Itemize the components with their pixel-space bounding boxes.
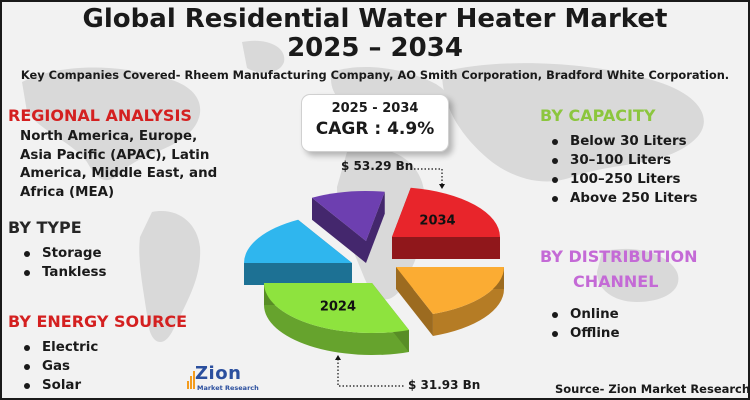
by-distribution-heading-line2: CHANNEL bbox=[573, 272, 659, 291]
regional-analysis-text: North America, Europe, Asia Pacific (APA… bbox=[20, 129, 218, 200]
list-item: Gas bbox=[20, 357, 98, 376]
list-item: Online bbox=[548, 305, 620, 324]
pie-slice-label: 2034 bbox=[419, 213, 455, 228]
list-item: Offline bbox=[548, 324, 620, 343]
leader-arrow-2024 bbox=[335, 355, 341, 360]
list-item: Below 30 Liters bbox=[548, 132, 697, 151]
pie-slice bbox=[312, 191, 385, 241]
list-item: Above 250 Liters bbox=[548, 189, 697, 208]
pie-slice-wall bbox=[264, 283, 409, 355]
by-capacity-list: Below 30 Liters 30–100 Liters 100–250 Li… bbox=[548, 132, 697, 208]
key-companies-subtitle: Key Companies Covered- Rheem Manufacturi… bbox=[20, 68, 730, 82]
pie-slice-label: 2024 bbox=[320, 300, 356, 315]
by-energy-source-list: Electric Gas Solar bbox=[20, 338, 98, 395]
chart-title-line2: 2025 – 2034 bbox=[287, 33, 463, 63]
by-type-heading: BY TYPE bbox=[8, 218, 82, 237]
list-item: Tankless bbox=[20, 263, 107, 282]
value-2034-label: $ 53.29 Bn bbox=[341, 159, 414, 173]
pie-slice-side bbox=[392, 237, 500, 259]
pie-slice bbox=[396, 267, 504, 314]
cagr-period: 2025 - 2034 bbox=[331, 101, 419, 116]
pie-slice-wall bbox=[432, 267, 504, 336]
leader-line-2024 bbox=[337, 359, 404, 387]
list-item: Storage bbox=[20, 244, 107, 263]
pie-slice-side bbox=[366, 191, 385, 263]
list-item: 100–250 Liters bbox=[548, 170, 697, 189]
chart-title-line1: Global Residential Water Heater Market bbox=[82, 4, 668, 34]
by-distribution-list: Online Offline bbox=[548, 305, 620, 343]
logo-bars-icon bbox=[187, 371, 195, 389]
by-type-list: Storage Tankless bbox=[20, 244, 107, 282]
source-note: Source- Zion Market Research bbox=[555, 382, 750, 396]
pie-slice bbox=[244, 219, 352, 263]
pie-slice-side bbox=[312, 197, 366, 263]
pie-slice bbox=[392, 187, 500, 237]
leader-line-2034 bbox=[414, 168, 443, 184]
pie-slice-side bbox=[396, 267, 433, 336]
list-item: 30–100 Liters bbox=[548, 151, 697, 170]
by-capacity-heading: BY CAPACITY bbox=[540, 106, 656, 125]
regional-analysis-heading: REGIONAL ANALYSIS bbox=[8, 106, 192, 125]
pie-slice bbox=[264, 283, 409, 333]
pie-slice-side bbox=[244, 263, 352, 285]
leader-arrow-2034 bbox=[439, 184, 445, 189]
list-item: Electric bbox=[20, 338, 98, 357]
cagr-box: 2025 - 2034 CAGR : 4.9% bbox=[301, 94, 449, 152]
list-item: Solar bbox=[20, 376, 98, 395]
by-distribution-heading-line1: BY DISTRIBUTION bbox=[540, 247, 698, 266]
cagr-value: CAGR : 4.9% bbox=[315, 119, 435, 139]
logo-subtext: Market Research bbox=[197, 384, 259, 392]
by-energy-source-heading: BY ENERGY SOURCE bbox=[8, 312, 188, 331]
zion-logo: Zion Market Research bbox=[187, 363, 259, 395]
value-2024-label: $ 31.93 Bn bbox=[408, 378, 481, 392]
logo-wordmark: Zion bbox=[195, 363, 242, 384]
